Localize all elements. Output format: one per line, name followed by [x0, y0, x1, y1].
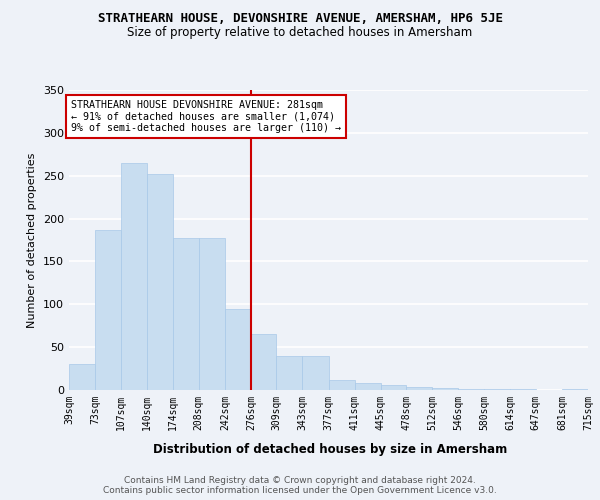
Bar	[276, 356, 302, 390]
Bar	[432, 388, 458, 390]
Bar	[225, 308, 251, 390]
Text: STRATHEARN HOUSE, DEVONSHIRE AVENUE, AMERSHAM, HP6 5JE: STRATHEARN HOUSE, DEVONSHIRE AVENUE, AME…	[97, 12, 503, 26]
Bar	[69, 364, 95, 390]
Text: Contains HM Land Registry data © Crown copyright and database right 2024.
Contai: Contains HM Land Registry data © Crown c…	[103, 476, 497, 496]
Bar	[484, 389, 511, 390]
Text: Distribution of detached houses by size in Amersham: Distribution of detached houses by size …	[153, 442, 507, 456]
Bar	[95, 230, 121, 390]
Bar	[406, 386, 432, 390]
Text: STRATHEARN HOUSE DEVONSHIRE AVENUE: 281sqm
← 91% of detached houses are smaller : STRATHEARN HOUSE DEVONSHIRE AVENUE: 281s…	[71, 100, 341, 134]
Bar	[302, 356, 329, 390]
Bar	[173, 238, 199, 390]
Bar	[355, 383, 381, 390]
Bar	[329, 380, 355, 390]
Text: Size of property relative to detached houses in Amersham: Size of property relative to detached ho…	[127, 26, 473, 39]
Bar	[562, 389, 588, 390]
Bar	[199, 238, 225, 390]
Bar	[381, 385, 406, 390]
Bar	[458, 389, 484, 390]
Bar	[251, 334, 276, 390]
Bar	[121, 163, 146, 390]
Bar	[146, 174, 173, 390]
Bar	[511, 389, 536, 390]
Y-axis label: Number of detached properties: Number of detached properties	[28, 152, 37, 328]
